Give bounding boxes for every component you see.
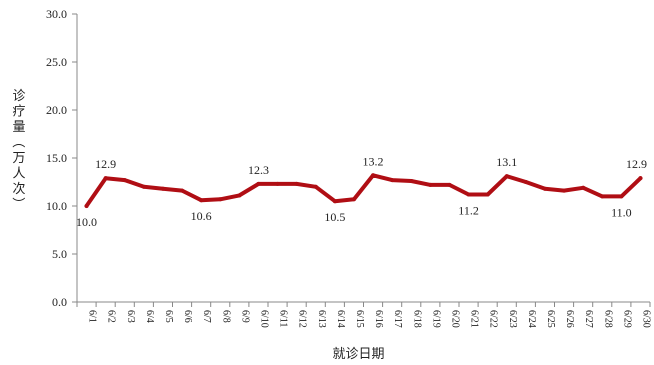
x-tick-label: 6/8 (220, 310, 231, 323)
data-label: 13.2 (363, 154, 384, 168)
x-tick-label: 6/1 (87, 310, 98, 323)
data-point (180, 188, 185, 193)
y-axis-title-char: ） (10, 197, 25, 210)
data-point (371, 173, 376, 178)
data-point (447, 182, 452, 187)
data-label: 10.6 (191, 209, 212, 223)
x-tick-label: 6/4 (144, 310, 155, 323)
data-point (103, 176, 108, 181)
x-tick-label: 6/26 (564, 310, 575, 328)
data-point (141, 184, 146, 189)
data-label: 12.9 (95, 157, 116, 171)
data-point (351, 197, 356, 202)
y-axis-title-char: 人 (12, 167, 25, 182)
y-axis-title-char: 万 (12, 151, 25, 166)
data-point (218, 197, 223, 202)
data-point (332, 199, 337, 204)
y-tick-label: 0.0 (52, 295, 67, 309)
x-tick-label: 6/28 (602, 310, 613, 328)
data-point (638, 176, 643, 181)
data-point (542, 186, 547, 191)
data-point (160, 186, 165, 191)
series-layer (84, 173, 643, 208)
x-tick-label: 6/17 (392, 310, 403, 328)
x-tick-label: 6/24 (526, 310, 537, 328)
x-tick-label: 6/29 (621, 310, 632, 328)
y-axis-title-char: （ (10, 135, 25, 148)
x-tick-label: 6/9 (239, 310, 250, 323)
data-point (390, 178, 395, 183)
y-tick-label: 25.0 (46, 55, 67, 69)
y-axis-title-char: 诊 (12, 89, 25, 104)
data-label: 11.0 (611, 205, 632, 219)
data-label: 13.1 (496, 155, 517, 169)
x-tick-label: 6/27 (583, 310, 594, 328)
data-point (485, 192, 490, 197)
x-tick-label: 6/16 (373, 310, 384, 328)
data-label: 12.3 (248, 163, 269, 177)
y-axis-title: 诊疗量（ 万人次） (10, 89, 26, 210)
y-tick-label: 30.0 (46, 7, 67, 21)
data-point (600, 194, 605, 199)
y-axis-title-char: 疗 (12, 105, 25, 120)
data-point (84, 204, 89, 208)
x-tick-label: 6/7 (201, 310, 212, 323)
x-tick-label: 6/15 (354, 310, 365, 328)
y-tick-label: 5.0 (52, 247, 67, 261)
data-label: 10.5 (324, 210, 345, 224)
x-tick-label: 6/5 (163, 310, 174, 323)
data-point (619, 194, 624, 199)
data-point (428, 182, 433, 187)
x-tick-label: 6/22 (488, 310, 499, 328)
x-tick-label: 6/3 (125, 310, 136, 323)
x-axis: 6/1 6/2 6/3 6/4 6/5 6/6 6/7 6/8 6/9 6/10 6/11 6/12 6… (76, 301, 651, 328)
data-point (313, 184, 318, 189)
x-tick-label: 6/25 (545, 310, 556, 328)
data-point (562, 188, 567, 193)
data-point (122, 178, 127, 183)
x-axis-title: 就诊日期 (332, 347, 384, 362)
x-tick-label: 6/18 (411, 310, 422, 328)
y-axis-title-char: 次 (12, 181, 25, 197)
data-label-layer: 10.0 12.9 10.6 12.3 10.5 13.2 11.2 13.1 11.0 12.9 (76, 154, 647, 229)
y-tick-label: 20.0 (46, 103, 67, 117)
data-point (237, 193, 242, 198)
x-tick-label: 6/20 (449, 310, 460, 328)
x-tick-label: 6/14 (335, 310, 346, 328)
x-tick-label: 6/13 (316, 310, 327, 328)
data-point (294, 181, 299, 186)
data-point (256, 181, 261, 186)
x-tick-label: 6/10 (258, 310, 269, 328)
data-label: 10.0 (76, 215, 97, 229)
data-label: 12.9 (626, 157, 647, 171)
data-point (409, 179, 414, 184)
x-tick-label: 6/19 (430, 310, 441, 328)
x-tick-label: 6/23 (507, 310, 518, 328)
y-tick-label: 15.0 (46, 151, 67, 165)
x-tick-label: 6/12 (297, 310, 308, 328)
data-point (199, 198, 204, 203)
data-point (523, 180, 528, 184)
series-line (84, 173, 643, 208)
x-tick-label: 6/30 (640, 310, 651, 328)
data-label: 11.2 (458, 203, 479, 217)
data-point (466, 192, 471, 197)
data-point (275, 181, 280, 186)
x-tick-label: 6/21 (469, 310, 480, 328)
data-point (504, 174, 509, 179)
y-tick-label: 10.0 (46, 199, 67, 213)
data-point (581, 185, 586, 190)
y-axis: 0.0 5.0 10.0 15.0 20.0 25.0 30.0 (46, 7, 78, 309)
x-tick-label: 6/6 (182, 310, 193, 323)
x-tick-label: 6/11 (278, 310, 289, 327)
y-axis-title-char: 量 (12, 120, 25, 135)
x-tick-label: 6/2 (106, 310, 117, 323)
